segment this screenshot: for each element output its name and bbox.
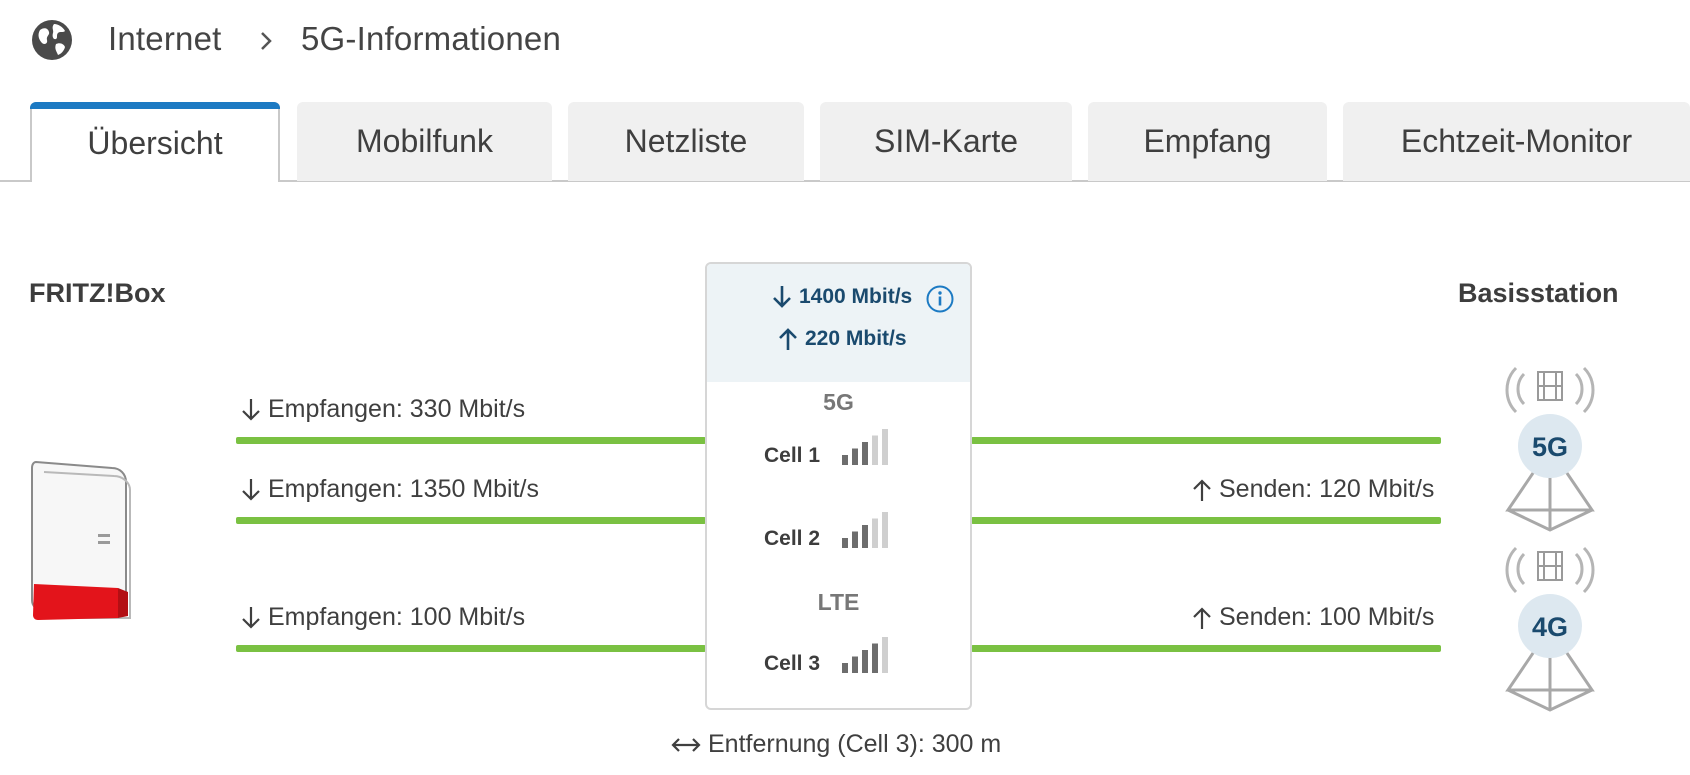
signal-bars-icon xyxy=(842,637,888,673)
fritzbox-label: FRITZ!Box xyxy=(29,278,166,308)
summary-download-value: 1400 Mbit/s xyxy=(799,285,913,308)
signal-bar xyxy=(852,531,858,548)
signal-bar xyxy=(872,643,878,673)
station-4g-text: 4G xyxy=(1532,612,1568,642)
signal-bars-icon xyxy=(842,429,888,465)
signal-bar xyxy=(862,525,868,548)
breadcrumb: Internet 5G-Informationen xyxy=(30,16,561,64)
signal-bar xyxy=(872,518,878,548)
arrow-down-icon xyxy=(240,397,262,423)
summary-download: 1400 Mbit/s xyxy=(771,284,912,310)
cell-2-label: Cell 2 xyxy=(764,527,821,550)
signal-bars-icon xyxy=(842,512,888,548)
distance-info: Entfernung (Cell 3): 300 m xyxy=(670,730,1001,759)
link-3-upload-text: Senden: 100 Mbit/s xyxy=(1219,603,1435,631)
base-station-5g-icon: 5G xyxy=(1505,366,1595,532)
link-line-left-2 xyxy=(236,517,706,524)
globe-icon xyxy=(32,20,72,60)
link-2-upload-text: Senden: 120 Mbit/s xyxy=(1219,475,1435,503)
breadcrumb-5g-informationen: 5G-Informationen xyxy=(301,20,561,57)
arrow-down-icon xyxy=(240,477,262,503)
connection-summary-card: 1400 Mbit/s 220 Mbit/s 5G Cell 1 Cell 2 … xyxy=(705,262,972,710)
tab-label: SIM-Karte xyxy=(873,123,1019,159)
signal-bar xyxy=(872,435,878,465)
link-line-left-3 xyxy=(236,645,706,652)
basisstation-label: Basisstation xyxy=(1458,278,1619,308)
tab-mobilfunk[interactable]: Mobilfunk xyxy=(297,102,552,181)
arrow-down-icon xyxy=(771,284,793,310)
station-5g-text: 5G xyxy=(1532,432,1568,462)
tab-echtzeit-monitor[interactable]: Echtzeit-Monitor xyxy=(1343,102,1690,181)
signal-bar xyxy=(842,455,848,465)
network-5g-label: 5G xyxy=(823,389,854,415)
link-3-download: Empfangen: 100 Mbit/s xyxy=(240,603,525,632)
signal-bar xyxy=(882,512,888,548)
signal-bar xyxy=(882,637,888,673)
link-2-download-text: Empfangen: 1350 Mbit/s xyxy=(268,475,539,503)
arrow-up-icon xyxy=(1191,605,1213,631)
info-icon[interactable] xyxy=(925,284,955,314)
arrow-down-icon xyxy=(240,605,262,631)
arrow-left-right-icon xyxy=(670,732,702,758)
signal-bar xyxy=(862,650,868,673)
link-line-right-3 xyxy=(971,645,1441,652)
summary-upload: 220 Mbit/s xyxy=(777,326,907,352)
signal-bar xyxy=(842,663,848,673)
signal-bar xyxy=(852,656,858,673)
tab-label: Empfang xyxy=(1143,123,1272,159)
signal-bar xyxy=(842,538,848,548)
arrow-up-icon xyxy=(1191,477,1213,503)
tab-label: Mobilfunk xyxy=(356,123,493,159)
link-2-download: Empfangen: 1350 Mbit/s xyxy=(240,475,539,504)
link-line-right-2 xyxy=(971,517,1441,524)
link-line-left-1 xyxy=(236,437,706,444)
link-2-upload: Senden: 120 Mbit/s xyxy=(1191,475,1434,504)
tab-netzliste[interactable]: Netzliste xyxy=(568,102,804,181)
cell-3-label: Cell 3 xyxy=(764,652,821,675)
network-lte-label: LTE xyxy=(817,589,860,615)
signal-bar xyxy=(882,429,888,465)
tab-label: Netzliste xyxy=(624,123,748,159)
summary-upload-value: 220 Mbit/s xyxy=(805,327,907,350)
link-3-upload: Senden: 100 Mbit/s xyxy=(1191,603,1434,632)
tab-sim-karte[interactable]: SIM-Karte xyxy=(820,102,1072,181)
tabs-divider xyxy=(0,180,1690,182)
tab-empfang[interactable]: Empfang xyxy=(1088,102,1327,181)
link-line-right-1 xyxy=(971,437,1441,444)
cell-1-label: Cell 1 xyxy=(764,444,821,467)
tab-uebersicht[interactable]: Übersicht xyxy=(30,102,280,182)
link-3-download-text: Empfangen: 100 Mbit/s xyxy=(268,603,526,631)
distance-text: Entfernung (Cell 3): 300 m xyxy=(708,730,1002,758)
tab-label: Echtzeit-Monitor xyxy=(1400,123,1633,159)
chevron-right-icon xyxy=(261,32,272,50)
tab-label: Übersicht xyxy=(87,124,223,161)
breadcrumb-internet[interactable]: Internet xyxy=(108,20,222,57)
link-1-download: Empfangen: 330 Mbit/s xyxy=(240,395,525,424)
link-1-download-text: Empfangen: 330 Mbit/s xyxy=(268,395,526,423)
signal-bar xyxy=(852,448,858,465)
fritzbox-device-icon xyxy=(31,460,131,620)
summary-header xyxy=(707,264,970,382)
arrow-up-icon xyxy=(777,326,799,352)
base-station-4g-icon: 4G xyxy=(1505,546,1595,712)
signal-bar xyxy=(862,442,868,465)
